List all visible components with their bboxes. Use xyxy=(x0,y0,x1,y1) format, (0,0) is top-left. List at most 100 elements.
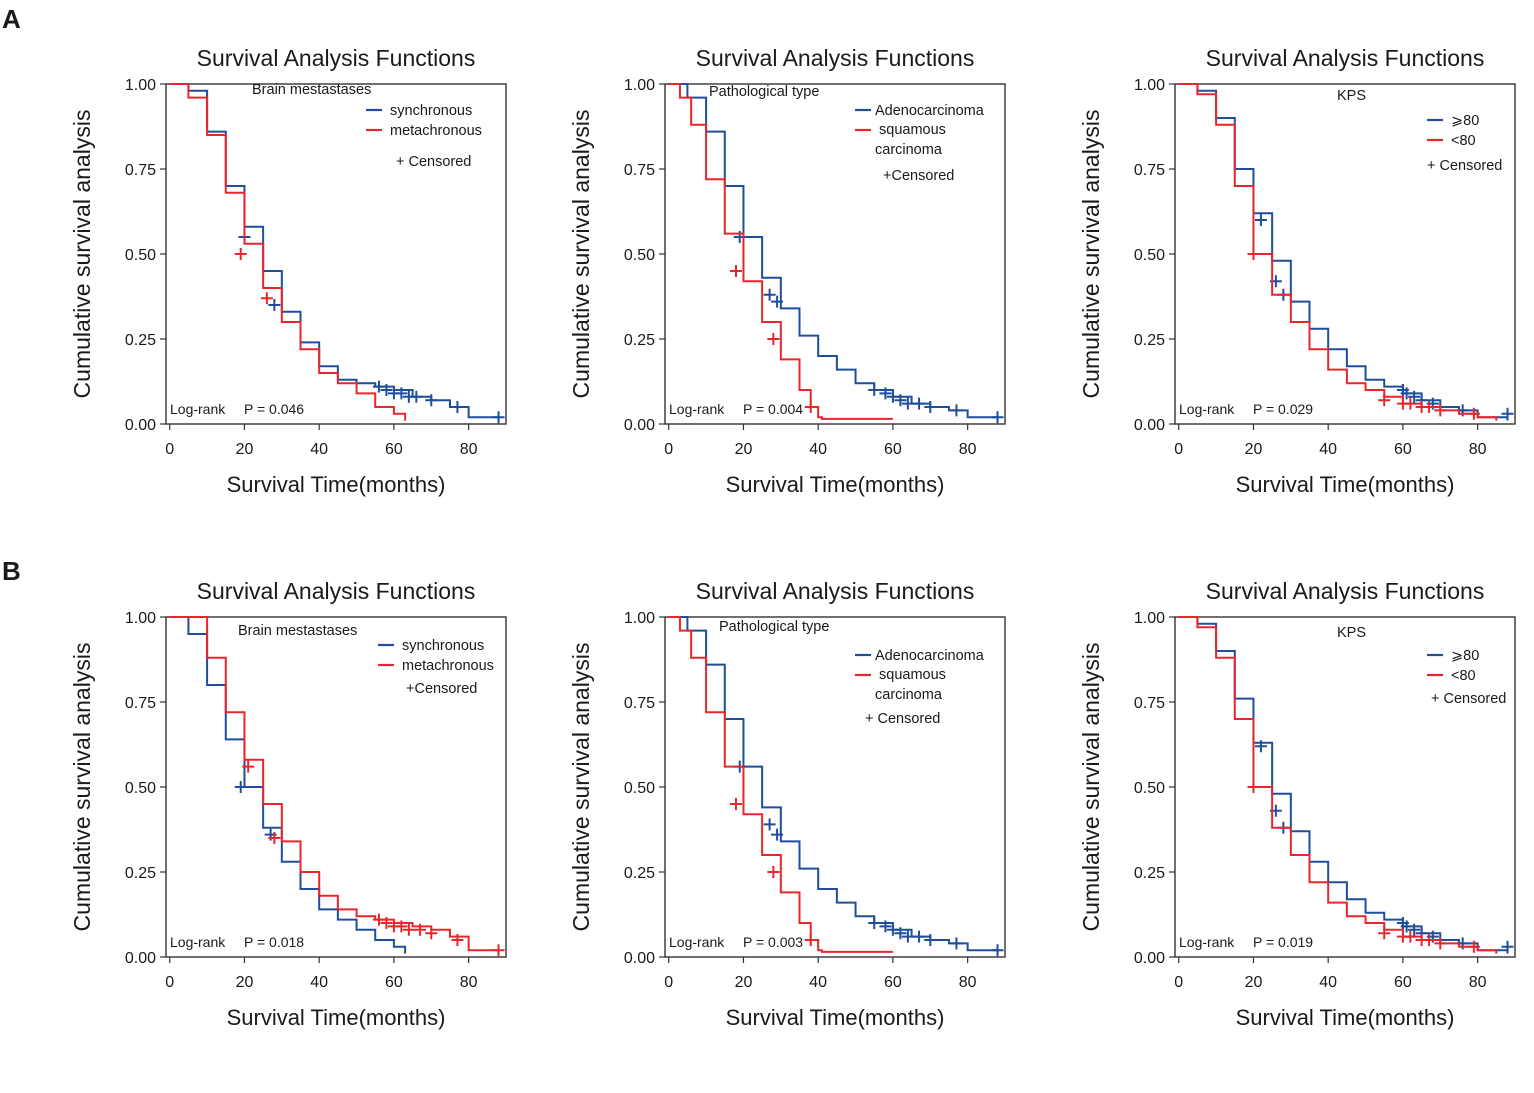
legend-label-2: squamous xyxy=(879,122,946,138)
censor-mark xyxy=(804,401,817,413)
survival-curve-group2 xyxy=(1178,83,1498,421)
y-axis-label: Cumulative survival analysis xyxy=(1078,110,1104,399)
legend-label-2: metachronous xyxy=(390,123,482,139)
censor-mark xyxy=(402,923,415,936)
censor-mark xyxy=(451,401,464,413)
km-plot-svg: Survival Analysis Functions Cumulative su… xyxy=(69,578,507,1030)
y-tick-label: 0.75 xyxy=(125,162,156,179)
censor-mark xyxy=(879,387,892,400)
legend-censored: + Censored xyxy=(396,154,471,170)
censor-mark xyxy=(268,832,281,844)
legend-censored: +Censored xyxy=(406,681,477,697)
km-plot-b-brain-metastases: Survival Analysis Functions Cumulative su… xyxy=(66,571,578,1093)
censor-mark xyxy=(1434,937,1447,950)
censor-mark xyxy=(425,927,438,940)
y-tick-label: 0.75 xyxy=(624,695,655,712)
y-tick-label: 0.75 xyxy=(624,162,655,179)
legend-censored: + Censored xyxy=(1431,691,1506,707)
chart-title: Survival Analysis Functions xyxy=(1206,578,1485,604)
legend-heading: Brain mestastases xyxy=(238,623,357,639)
y-tick-label: 1.00 xyxy=(1134,77,1165,94)
censor-mark xyxy=(1400,387,1413,400)
y-axis-label: Cumulative survival analysis xyxy=(568,110,594,399)
legend-label-1: synchronous xyxy=(390,103,472,119)
x-tick-label: 20 xyxy=(735,441,753,458)
x-tick-label: 0 xyxy=(664,974,673,991)
legend-label-2: <80 xyxy=(1451,133,1476,149)
censor-mark xyxy=(1404,397,1417,410)
legend-heading: KPS xyxy=(1337,88,1366,104)
censor-mark xyxy=(1434,404,1447,417)
censor-mark xyxy=(901,397,914,410)
censor-mark xyxy=(242,760,255,773)
survival-curve-group1 xyxy=(668,83,999,421)
censor-mark xyxy=(1247,248,1260,260)
censor-mark xyxy=(894,394,907,407)
y-tick-label: 0.25 xyxy=(125,865,156,882)
y-tick-label: 0.50 xyxy=(125,247,156,264)
logrank-label: Log-rank xyxy=(170,401,226,417)
x-tick-label: 0 xyxy=(1174,441,1183,458)
censor-mark xyxy=(879,920,892,933)
chart-title: Survival Analysis Functions xyxy=(696,578,975,604)
x-tick-label: 80 xyxy=(1469,441,1487,458)
legend-label-3: carcinoma xyxy=(875,687,943,703)
censor-mark xyxy=(729,798,742,810)
y-tick-label: 0.75 xyxy=(125,695,156,712)
legend-censored: +Censored xyxy=(883,168,954,184)
y-tick-label: 0.00 xyxy=(1134,417,1165,434)
p-value-label: P = 0.046 xyxy=(244,401,304,417)
y-tick-label: 1.00 xyxy=(624,610,655,627)
logrank-label: Log-rank xyxy=(1179,401,1235,417)
y-axis-label: Cumulative survival analysis xyxy=(1078,643,1104,932)
censor-mark xyxy=(868,384,881,396)
censor-mark xyxy=(395,387,408,400)
x-tick-label: 80 xyxy=(959,974,977,991)
panel-label-b: B xyxy=(2,556,21,586)
y-tick-label: 0.25 xyxy=(125,332,156,349)
censor-mark xyxy=(886,390,899,403)
chart-title: Survival Analysis Functions xyxy=(1206,45,1485,71)
censor-mark xyxy=(763,288,776,301)
censor-mark xyxy=(1501,407,1514,420)
y-tick-label: 0.00 xyxy=(125,950,156,967)
km-plot-svg: Survival Analysis Functions Cumulative su… xyxy=(1078,578,1516,1030)
legend-heading: Brain mestastases xyxy=(252,82,371,98)
x-tick-label: 40 xyxy=(310,441,328,458)
x-tick-label: 80 xyxy=(460,974,478,991)
legend-label-3: carcinoma xyxy=(875,142,943,158)
km-plot-a-pathological-type: Survival Analysis Functions Cumulative su… xyxy=(565,38,1077,560)
p-value-label: P = 0.029 xyxy=(1253,401,1313,417)
x-axis-label: Survival Time(months) xyxy=(726,472,945,497)
p-value-label: P = 0.003 xyxy=(743,934,803,950)
censor-mark xyxy=(771,828,784,841)
plot-frame xyxy=(664,83,1006,425)
censor-mark xyxy=(372,913,385,926)
x-tick-label: 20 xyxy=(236,974,254,991)
y-tick-label: 0.50 xyxy=(1134,780,1165,797)
survival-curve-group2 xyxy=(668,616,893,953)
km-plot-svg: Survival Analysis Functions Cumulative su… xyxy=(1078,45,1516,497)
chart-title: Survival Analysis Functions xyxy=(197,578,476,604)
km-plot-svg: Survival Analysis Functions Cumulative su… xyxy=(69,45,507,497)
logrank-label: Log-rank xyxy=(669,401,725,417)
censor-mark xyxy=(234,781,247,793)
x-axis-label: Survival Time(months) xyxy=(227,1005,446,1030)
legend-heading: KPS xyxy=(1337,625,1366,641)
x-axis-label: Survival Time(months) xyxy=(1236,472,1455,497)
x-tick-label: 0 xyxy=(165,974,174,991)
censor-mark xyxy=(894,927,907,940)
survival-curve-group1 xyxy=(169,616,407,954)
censor-mark xyxy=(901,930,914,943)
censor-mark xyxy=(410,390,423,403)
p-value-label: P = 0.004 xyxy=(743,401,803,417)
logrank-label: Log-rank xyxy=(170,934,226,950)
censor-mark xyxy=(1254,214,1267,226)
censor-mark xyxy=(950,937,963,950)
y-tick-label: 0.25 xyxy=(624,332,655,349)
censor-mark xyxy=(1423,934,1436,946)
x-tick-label: 20 xyxy=(1245,441,1263,458)
censor-mark xyxy=(260,292,273,305)
p-value-label: P = 0.018 xyxy=(244,934,304,950)
y-tick-label: 1.00 xyxy=(624,77,655,94)
